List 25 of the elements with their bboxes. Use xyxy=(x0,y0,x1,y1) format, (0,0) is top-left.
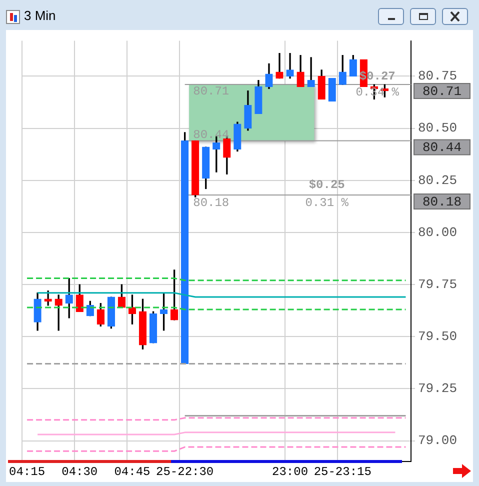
x-tick-label: 04:15 xyxy=(9,464,46,479)
ref-line-label: 80.44 xyxy=(422,140,462,156)
x-tick-label: 25-22:30 xyxy=(156,464,214,479)
annotation: 80.71 xyxy=(193,84,230,99)
x-tick-label: 23:00 xyxy=(272,464,308,479)
x-tick-label: 04:30 xyxy=(62,464,98,479)
y-tick-label: 79.50 xyxy=(418,329,458,344)
annotation: 80.18 xyxy=(193,196,230,210)
x-tick-label: 25-23:15 xyxy=(314,464,372,479)
ref-line-label: 80.71 xyxy=(422,84,462,99)
annotation: $0.25 xyxy=(308,178,345,192)
candlestick xyxy=(307,57,315,87)
y-tick-label: 79.75 xyxy=(418,276,458,292)
y-tick-label: 80.50 xyxy=(418,120,458,136)
y-tick-label: 80.25 xyxy=(418,172,458,188)
y-tick-label: 79.25 xyxy=(418,381,458,396)
candlestick xyxy=(328,78,336,102)
annotation: 0.31 % xyxy=(305,196,350,210)
x-tick-label: 04:45 xyxy=(114,464,150,479)
y-tick-label: 80.00 xyxy=(418,224,458,240)
chart-title: 3 Min xyxy=(24,8,56,23)
y-tick-label: 79.00 xyxy=(418,433,458,448)
y-tick-label: 80.75 xyxy=(418,68,458,84)
annotation: 80.44 xyxy=(193,128,230,142)
ref-line-label: 80.18 xyxy=(422,194,462,210)
